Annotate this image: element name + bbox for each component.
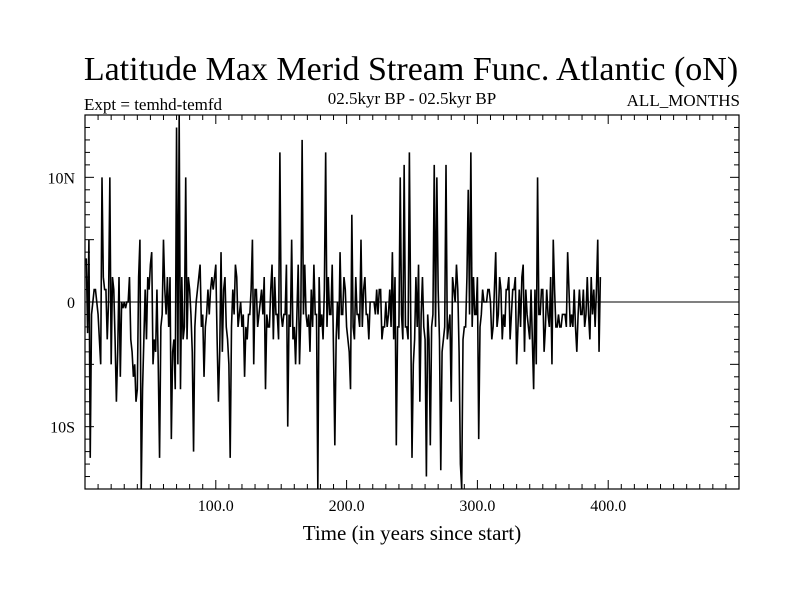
x-tick-label: 100.0 xyxy=(198,498,234,515)
period-label: 02.5kyr BP - 02.5kyr BP xyxy=(328,89,496,108)
y-tick-label: 10N xyxy=(47,170,75,187)
chart-title: Latitude Max Merid Stream Func. Atlantic… xyxy=(84,51,738,88)
series-line xyxy=(85,114,602,490)
plot-frame xyxy=(84,114,740,490)
x-axis-label: Time (in years since start) xyxy=(303,521,522,545)
y-tick-label: 0 xyxy=(67,295,75,312)
experiment-label: Expt = temhd-temfd xyxy=(84,95,223,114)
months-label: ALL_MONTHS xyxy=(627,91,740,110)
tick-labels: 100.0 200.0 300.0 400.0 10N 0 10S xyxy=(47,170,626,515)
axis-ticks xyxy=(85,115,739,489)
x-tick-label: 200.0 xyxy=(329,498,365,515)
y-tick-label: 10S xyxy=(50,420,75,437)
x-tick-label: 300.0 xyxy=(459,498,495,515)
x-tick-label: 400.0 xyxy=(590,498,626,515)
